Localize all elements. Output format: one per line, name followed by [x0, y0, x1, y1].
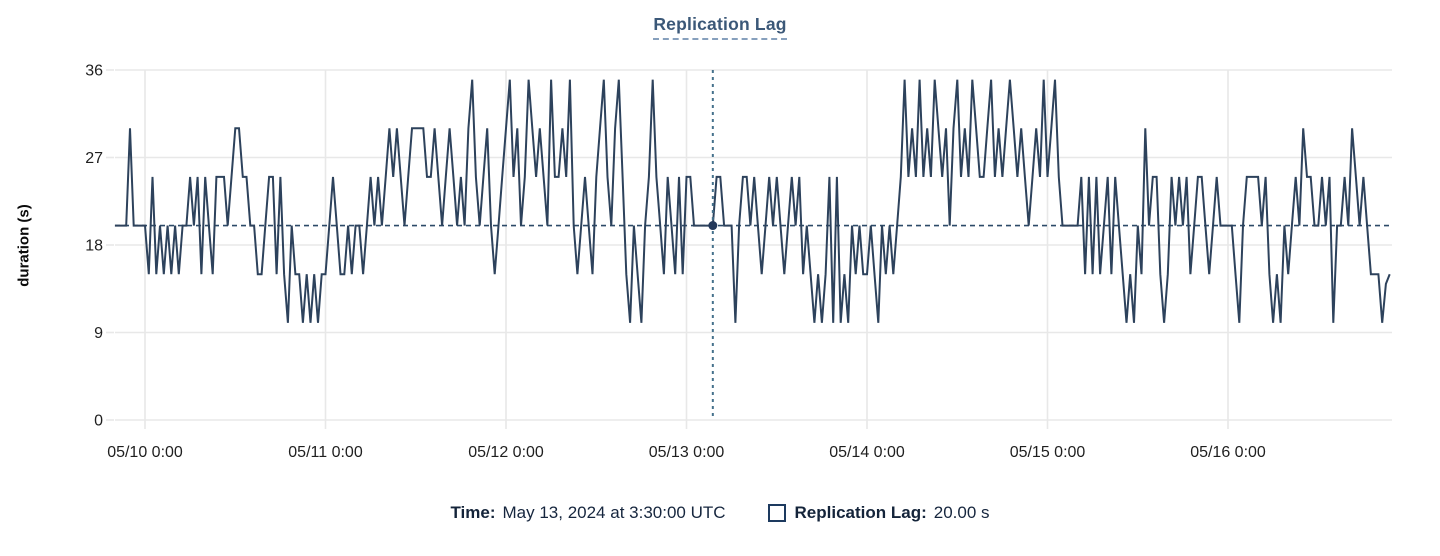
tooltip-time-value: May 13, 2024 at 3:30:00 UTC	[502, 503, 726, 522]
legend-swatch-icon	[767, 504, 786, 522]
y-tick-label: 9	[94, 325, 103, 342]
x-tick-label: 05/11 0:00	[288, 444, 363, 461]
chart-title-link[interactable]: Replication Lag	[653, 14, 787, 40]
tooltip-time-label: Time:	[450, 503, 496, 522]
tooltip-readout: Time: May 13, 2024 at 3:30:00 UTC Replic…	[0, 503, 1440, 523]
y-tick-label: 27	[85, 150, 103, 167]
replication-lag-line	[114, 79, 1391, 323]
tooltip-series-value: 20.00 s	[933, 503, 990, 522]
chart-title-wrap: Replication Lag	[0, 14, 1440, 40]
selected-point-marker	[708, 221, 718, 231]
line-chart-plot[interactable]: 0 9 18 27 36 05/10 0:00 05/11 0:00 05/12 0:00 05…	[0, 0, 1440, 475]
x-tick-label: 05/12 0:00	[468, 444, 544, 461]
x-tick-label: 05/14 0:00	[829, 444, 905, 461]
x-tick-label: 05/10 0:00	[107, 444, 183, 461]
y-tick-label: 18	[85, 238, 103, 255]
x-tick-label: 05/16 0:00	[1190, 444, 1266, 461]
tooltip-series-label: Replication Lag:	[794, 503, 927, 522]
y-tick-label: 0	[94, 413, 103, 430]
y-tick-label: 36	[85, 63, 103, 80]
x-tick-label: 05/15 0:00	[1010, 444, 1086, 461]
x-tick-label: 05/13 0:00	[649, 444, 725, 461]
